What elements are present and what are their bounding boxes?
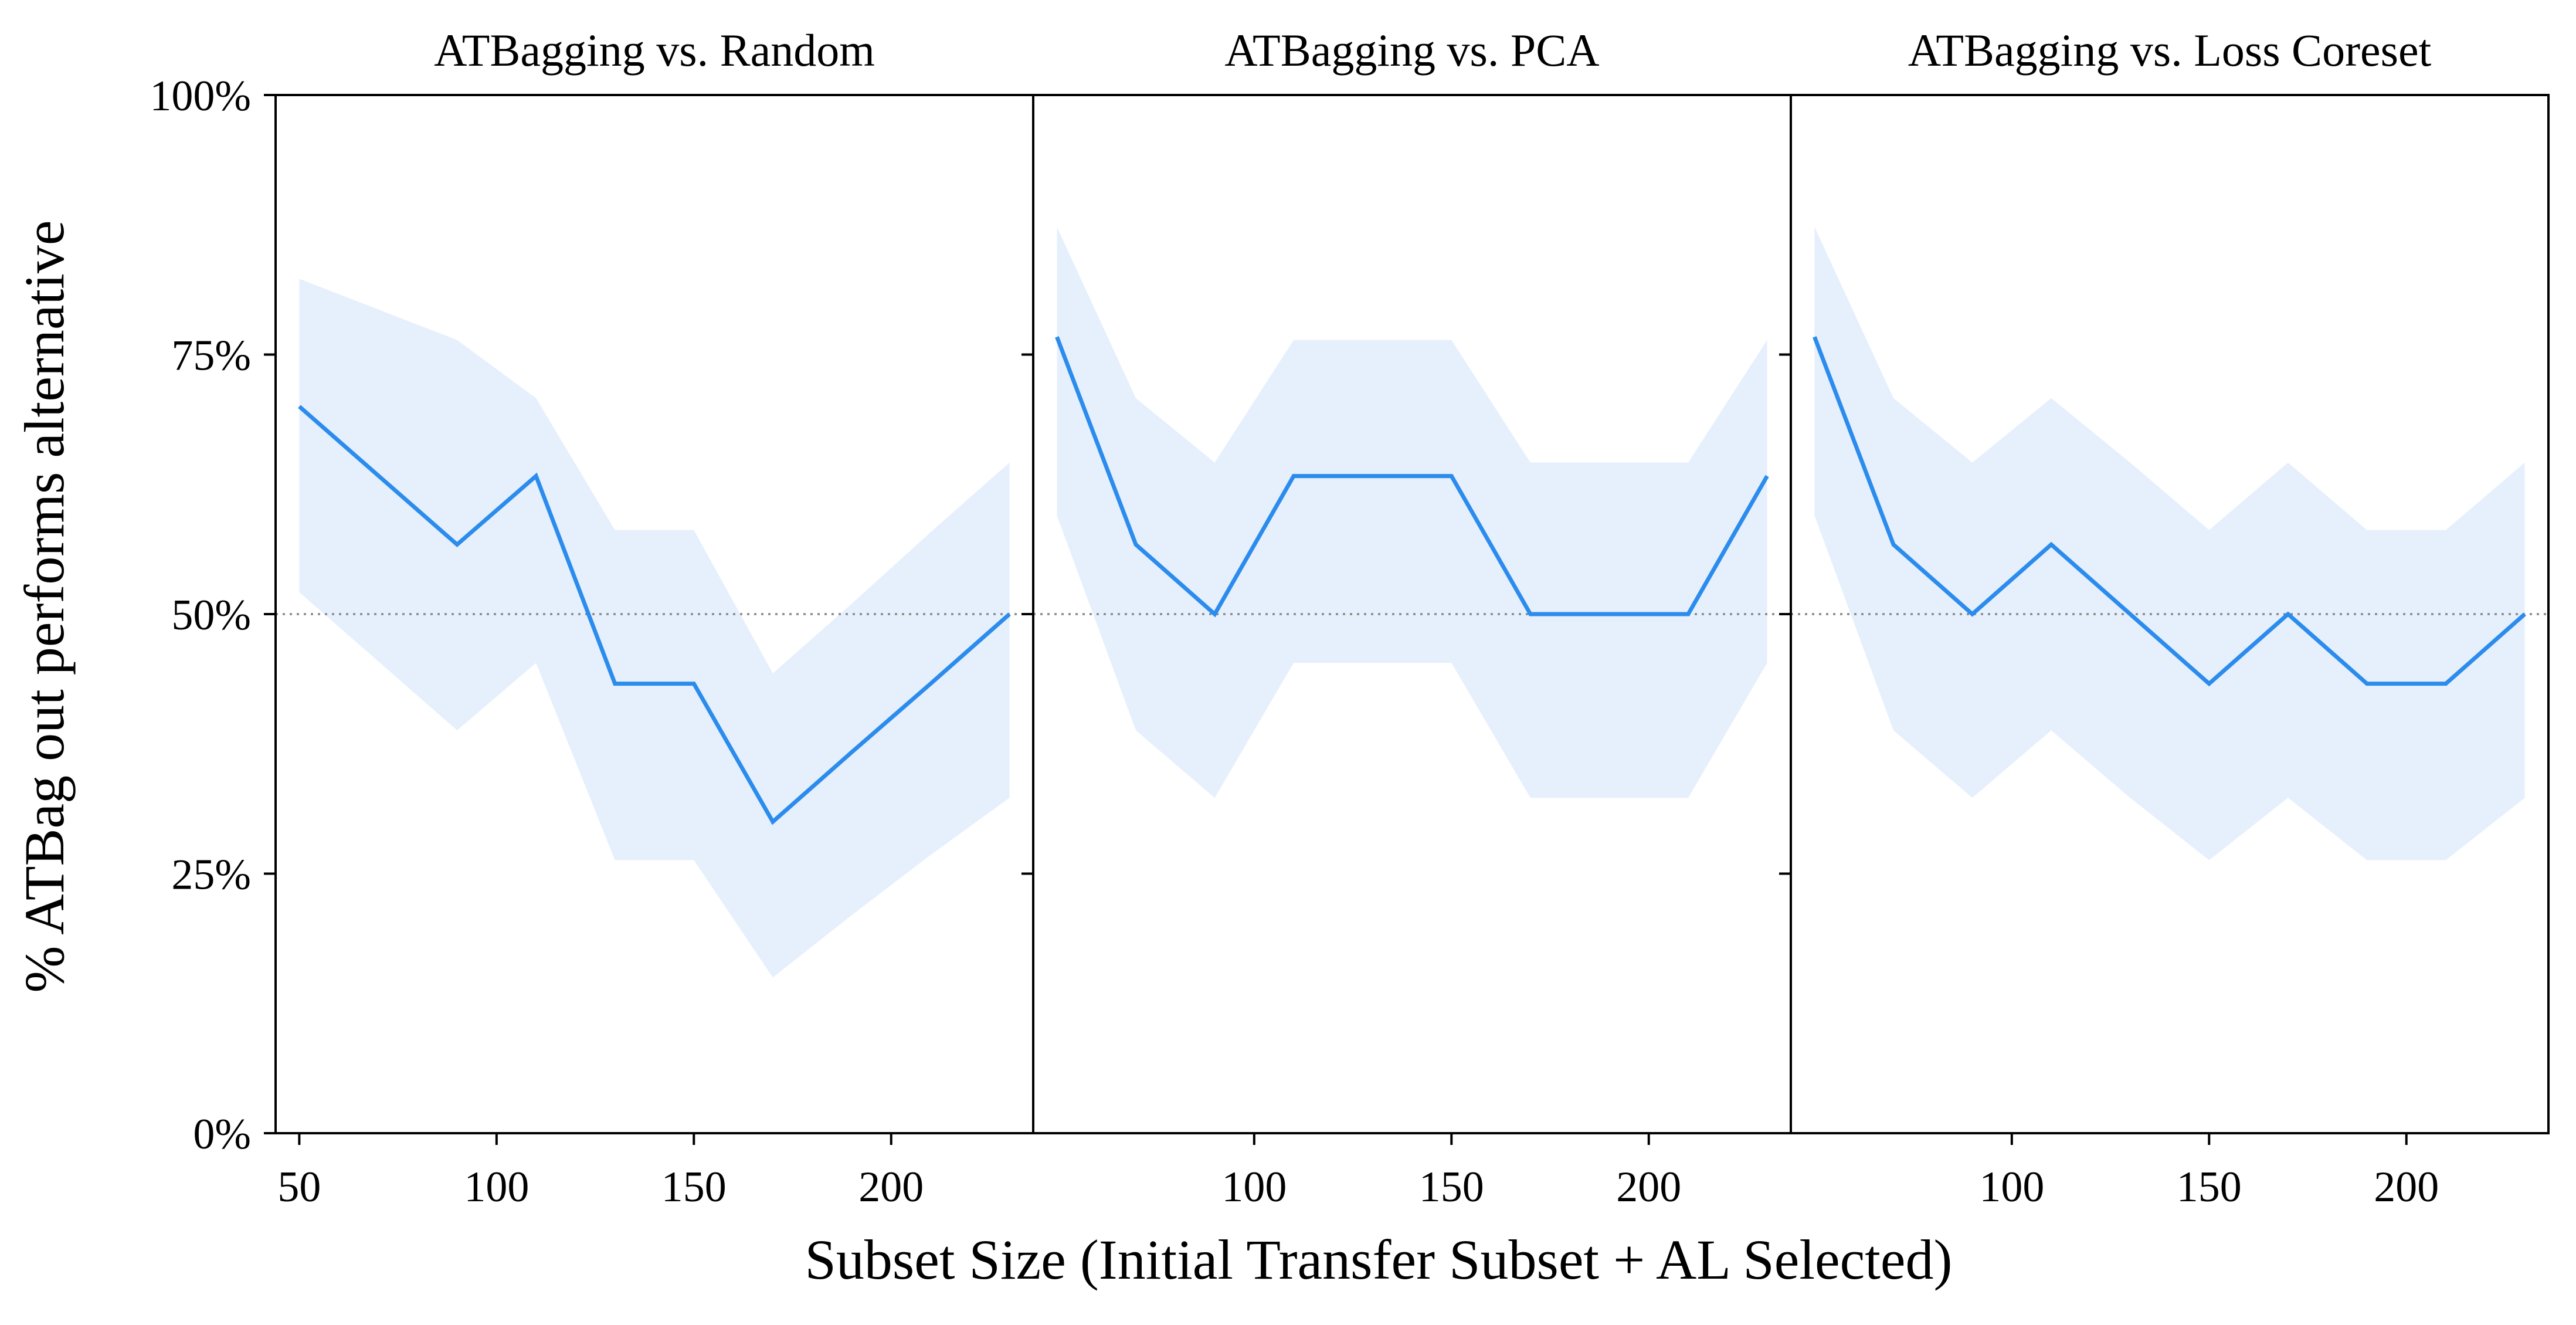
panels: 50 100 150 200 ATBagging vs. Random 100 150 200… [264, 25, 2550, 1211]
data-point [1527, 611, 1534, 618]
data-point [1053, 333, 1060, 340]
confidence-band [1814, 226, 2525, 860]
data-point [296, 403, 303, 410]
data-point [2363, 680, 2370, 687]
data-point [2205, 680, 2212, 687]
series-line [1055, 336, 1769, 618]
data-point [1685, 611, 1692, 618]
x-tick-label: 150 [2177, 1163, 2242, 1211]
x-tick-label: 50 [277, 1163, 321, 1211]
confidence-band [1057, 226, 1767, 798]
x-tick-label: 200 [2374, 1163, 2439, 1211]
confidence-band [299, 279, 1010, 978]
data-point [1606, 611, 1613, 618]
data-point [927, 680, 934, 687]
data-point [1890, 541, 1897, 548]
data-point [1764, 473, 1771, 480]
data-point [612, 680, 619, 687]
series-line [1813, 336, 2526, 687]
series-line [298, 405, 1011, 825]
x-tick-label: 100 [1979, 1163, 2044, 1211]
data-point [2127, 611, 2134, 618]
x-tick-label: 100 [464, 1163, 529, 1211]
x-axis-title: Subset Size (Initial Transfer Subset + A… [805, 1228, 1953, 1291]
y-tick-label: 0% [193, 1110, 251, 1158]
y-tick-label: 75% [171, 332, 251, 380]
data-point [1290, 473, 1297, 480]
data-point [1448, 473, 1455, 480]
x-tick-label: 200 [1616, 1163, 1681, 1211]
panel-title: ATBagging vs. PCA [1224, 25, 1599, 76]
data-point [2285, 611, 2292, 618]
x-tick-label: 200 [858, 1163, 924, 1211]
panel-2: 100 150 200 ATBagging vs. PCA [1021, 25, 1792, 1211]
panel-1: 50 100 150 200 ATBagging vs. Random [264, 25, 1034, 1211]
panel-title: ATBagging vs. Loss Coreset [1908, 25, 2432, 76]
data-point [1132, 541, 1139, 548]
y-tick-label: 25% [171, 851, 251, 899]
x-tick-label: 150 [661, 1163, 727, 1211]
data-point [769, 818, 776, 825]
data-point [1369, 473, 1376, 480]
x-tick-label: 100 [1221, 1163, 1287, 1211]
data-point [2521, 611, 2529, 618]
data-point [2442, 680, 2449, 687]
y-tick-label: 50% [171, 591, 251, 639]
data-point [690, 680, 697, 687]
data-point [1006, 611, 1013, 618]
panel-3: 100 150 200 ATBagging vs. Loss Coreset [1779, 25, 2550, 1211]
data-point [2048, 541, 2055, 548]
data-point [532, 473, 539, 480]
y-axis-ticks: 0% 25% 50% 75% 100% [150, 72, 251, 1158]
data-point [1811, 333, 1818, 340]
data-point [1969, 611, 1976, 618]
data-point [1211, 611, 1219, 618]
x-tick-label: 150 [1419, 1163, 1484, 1211]
data-point [454, 541, 461, 548]
y-axis-title: % ATBag out performs alternative [13, 221, 76, 993]
data-point [848, 748, 855, 755]
y-tick-label: 100% [150, 72, 251, 120]
panel-title: ATBagging vs. Random [434, 25, 875, 76]
